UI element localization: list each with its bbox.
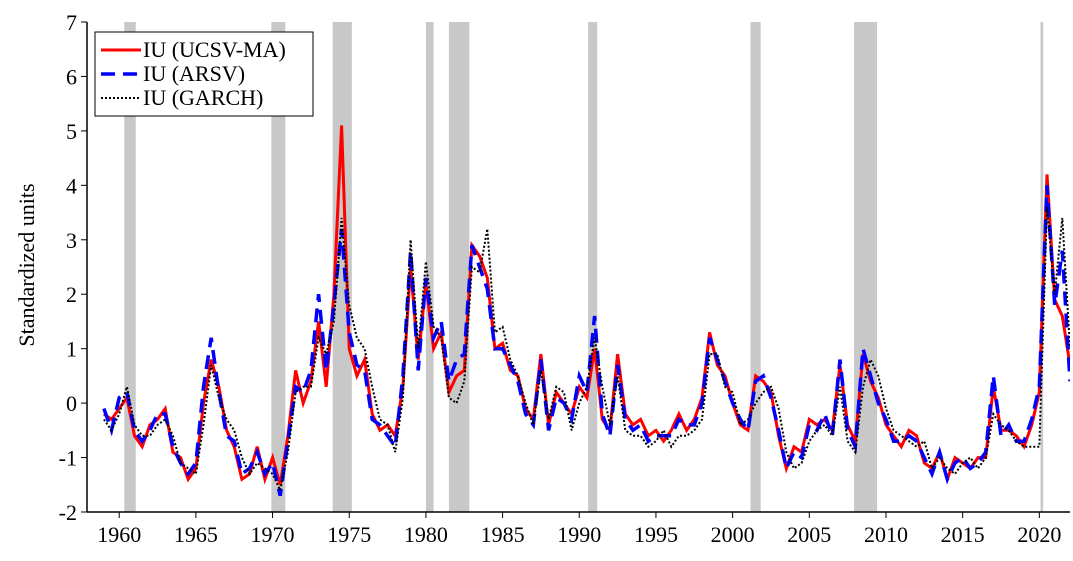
recession-band (588, 22, 598, 512)
series-line (103, 207, 1070, 494)
x-tick-label: 1965 (174, 522, 218, 547)
y-tick-label: 4 (66, 173, 77, 198)
y-tick-label: -2 (59, 500, 77, 525)
x-tick-label: 1970 (251, 522, 295, 547)
x-tick-label: 1975 (327, 522, 371, 547)
recession-band (854, 22, 878, 512)
legend-label: IU (ARSV) (143, 61, 245, 86)
x-tick-label: 2015 (941, 522, 985, 547)
y-tick-label: 6 (66, 64, 77, 89)
x-tick-label: 2005 (787, 522, 831, 547)
x-tick-label: 1990 (557, 522, 601, 547)
recession-band (448, 22, 470, 512)
recession-band (332, 22, 352, 512)
legend-label: IU (GARCH) (143, 85, 263, 110)
y-tick-label: 1 (66, 337, 77, 362)
recession-band (750, 22, 761, 512)
y-tick-label: 0 (66, 391, 77, 416)
recession-band (425, 22, 434, 512)
y-tick-label: 7 (66, 10, 77, 35)
series-line (103, 125, 1070, 486)
x-tick-label: 1985 (481, 522, 525, 547)
y-tick-label: 3 (66, 228, 77, 253)
x-tick-label: 2000 (711, 522, 755, 547)
recession-band (1040, 22, 1044, 512)
x-tick-label: 2020 (1017, 522, 1061, 547)
y-tick-label: 2 (66, 282, 77, 307)
x-tick-label: 1960 (97, 522, 141, 547)
x-tick-label: 2010 (864, 522, 908, 547)
y-tick-label: -1 (59, 446, 77, 471)
x-tick-label: 1995 (634, 522, 678, 547)
recession-band (124, 22, 136, 512)
y-tick-label: 5 (66, 119, 77, 144)
series-line (102, 185, 1070, 497)
recession-band (271, 22, 286, 512)
y-axis-label: Standardized units (14, 183, 39, 346)
legend-label: IU (UCSV-MA) (143, 37, 286, 62)
x-tick-label: 1980 (404, 522, 448, 547)
